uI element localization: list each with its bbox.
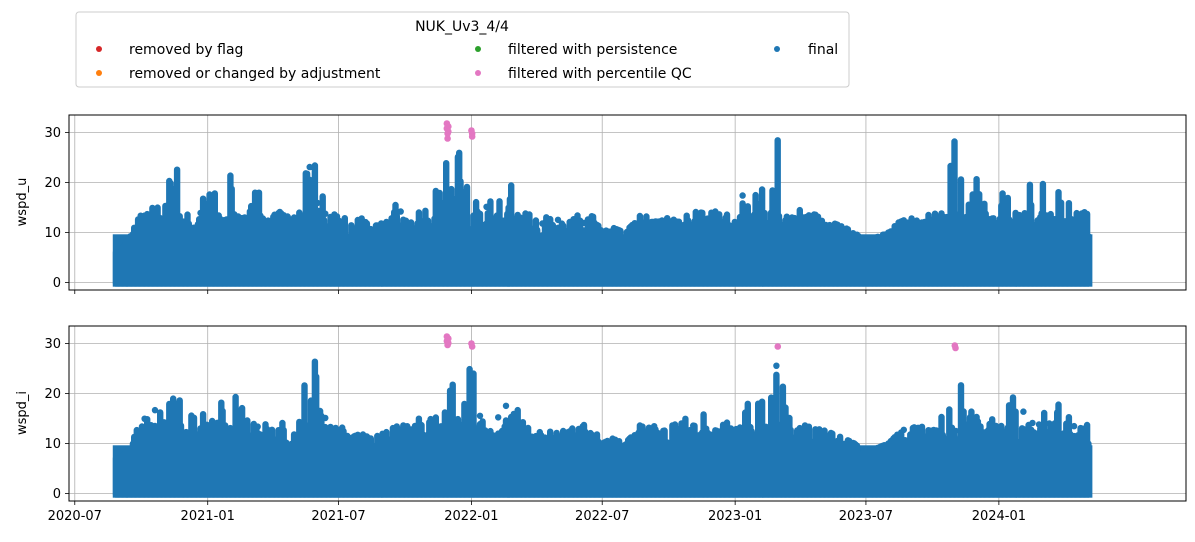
legend-label-removed-or-changed: removed or changed by adjustment [129, 66, 381, 82]
xtick-label: 2022-01 [444, 509, 498, 524]
xtick-label: 2023-07 [839, 509, 893, 524]
ytick-label: 10 [44, 437, 61, 452]
legend-marker-percentile-qc [475, 70, 481, 76]
legend: NUK_Uv3_4/4 removed by flag removed or c… [75, 11, 850, 88]
panel-wspd-u: 0 10 20 30 wspd_u [15, 114, 1187, 294]
percentile-qc-point [445, 339, 452, 347]
percentile-qc-point [444, 135, 451, 142]
final-series-points [112, 137, 1092, 287]
final-series-points [112, 358, 1092, 498]
ytick-label: 30 [44, 126, 61, 141]
xtick-label: 2024-01 [972, 509, 1026, 524]
xticks-wspd-u [74, 290, 1000, 294]
yticks-wspd-u: 0 10 20 30 [44, 126, 69, 291]
ytick-label: 0 [53, 276, 61, 291]
axes-frame-wspd-i [68, 325, 1187, 502]
percentile-qc-point [468, 133, 476, 140]
panel-wspd-i: 0 10 20 30 2020-07 2021-01 2021-07 2022-01 2022… [15, 325, 1187, 524]
legend-marker-final [774, 46, 780, 52]
ylabel-wspd-u: wspd_u [15, 178, 30, 227]
percentile-qc-point [445, 123, 452, 130]
ytick-label: 10 [44, 226, 61, 241]
marks-wspd-u [112, 120, 1093, 287]
axes-frame-wspd-u [68, 114, 1187, 291]
xtick-label: 2021-07 [311, 509, 365, 524]
legend-label-removed-by-flag: removed by flag [129, 42, 243, 58]
legend-title: NUK_Uv3_4/4 [415, 19, 509, 35]
ylabel-wspd-i: wspd_i [15, 391, 30, 435]
xtick-label: 2020-07 [48, 509, 102, 524]
xticks-wspd-i: 2020-07 2021-01 2021-07 2022-01 2022-07 2023-… [48, 501, 1026, 524]
xtick-label: 2022-07 [575, 509, 629, 524]
xtick-label: 2023-01 [708, 509, 762, 524]
percentile-qc-point [952, 344, 959, 352]
percentile-qc-point [774, 343, 782, 350]
ytick-label: 30 [44, 337, 61, 352]
legend-marker-removed-by-flag [96, 46, 102, 52]
xtick-label: 2021-01 [181, 509, 235, 524]
legend-label-persistence: filtered with persistence [508, 42, 677, 58]
legend-label-percentile-qc: filtered with percentile QC [508, 66, 692, 82]
ytick-label: 20 [44, 387, 61, 402]
yticks-wspd-i: 0 10 20 30 [44, 337, 69, 502]
ytick-label: 20 [44, 176, 61, 191]
legend-marker-removed-or-changed [96, 70, 102, 76]
legend-frame [75, 11, 850, 88]
marks-wspd-i [112, 333, 1093, 498]
percentile-qc-point [468, 343, 476, 350]
legend-marker-persistence [475, 46, 481, 52]
legend-label-final: final [808, 42, 838, 58]
percentile-qc-point [445, 128, 452, 135]
ytick-label: 0 [53, 487, 61, 502]
